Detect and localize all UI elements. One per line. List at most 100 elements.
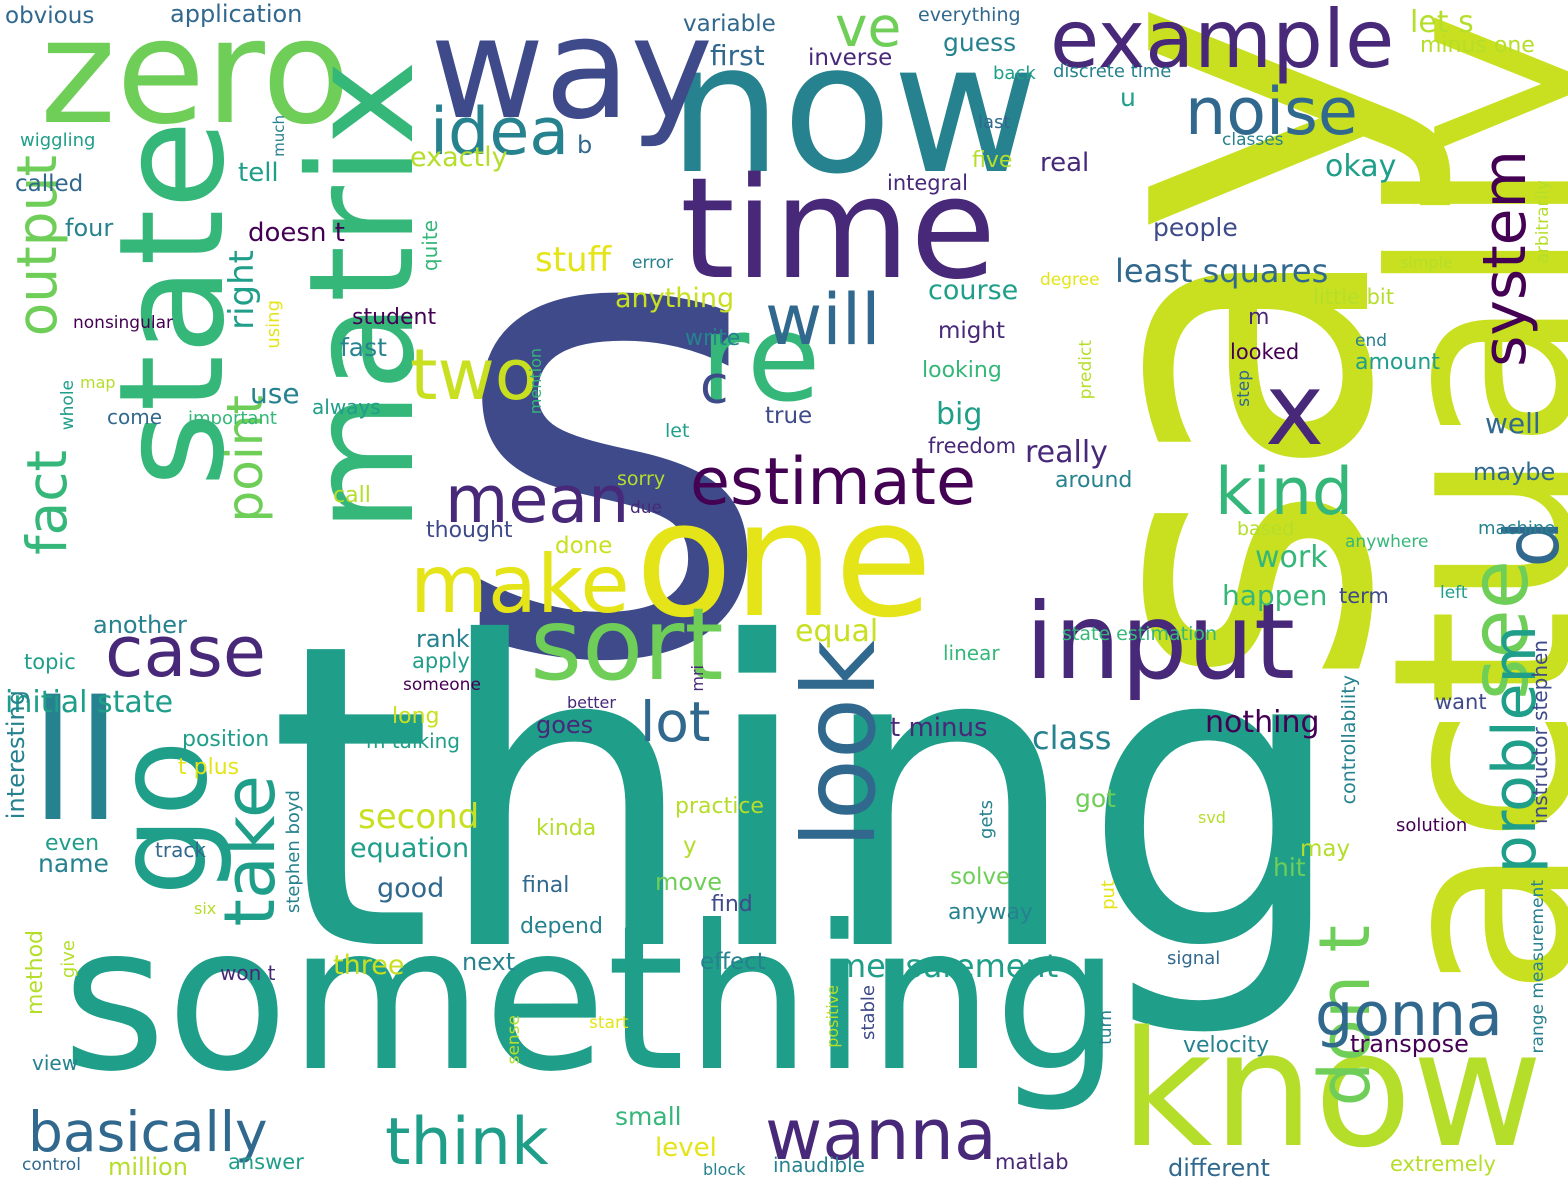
cloud-word: course [928, 275, 1019, 306]
cloud-word: take [209, 775, 291, 927]
cloud-word: interesting [2, 690, 30, 820]
cloud-word: put [1098, 880, 1119, 910]
cloud-word: got [1075, 784, 1116, 813]
cloud-word: machine [1478, 518, 1556, 539]
cloud-word: class [1032, 719, 1112, 757]
cloud-word: goes [536, 711, 594, 739]
cloud-word: instructor stephen [1528, 640, 1552, 824]
cloud-word: gets [976, 800, 997, 839]
cloud-word: minus one [1420, 33, 1535, 58]
cloud-word: track [155, 838, 206, 862]
cloud-word: make [410, 538, 630, 631]
cloud-word: always [312, 395, 381, 419]
cloud-word: practice [675, 794, 764, 819]
cloud-word: case [105, 611, 266, 693]
cloud-word: wiggling [20, 130, 96, 151]
cloud-word: better [567, 693, 616, 712]
cloud-word: long [392, 704, 440, 729]
cloud-word: control [22, 1155, 81, 1175]
cloud-word: give [58, 940, 79, 979]
cloud-word: one [635, 466, 933, 653]
cloud-word: s [445, 57, 779, 802]
cloud-word: move [655, 868, 723, 896]
cloud-word: looking [922, 358, 1002, 383]
cloud-word: sorry [617, 468, 666, 490]
cloud-word: example [1050, 0, 1395, 86]
cloud-word: back [993, 63, 1036, 84]
cloud-word: initial state [5, 685, 174, 720]
cloud-word: input [1025, 581, 1296, 703]
cloud-word: okay [1325, 149, 1397, 184]
cloud-word: due [630, 498, 663, 518]
cloud-word: zero [40, 0, 351, 157]
cloud-word: effect [700, 949, 766, 975]
cloud-word: anything [615, 283, 735, 314]
cloud-word: hit [1273, 853, 1306, 882]
cloud-word: let [665, 420, 690, 442]
cloud-word: arbitrarily [1533, 180, 1553, 264]
cloud-word: svd [1198, 808, 1226, 827]
cloud-word: mri [688, 665, 707, 692]
cloud-word: will [765, 279, 881, 361]
cloud-word: sense [504, 1015, 524, 1065]
cloud-word: b [577, 131, 593, 159]
cloud-word: estimate [690, 445, 977, 520]
cloud-word: matlab [995, 1150, 1069, 1174]
cloud-word: solve [950, 864, 1011, 890]
cloud-word: level [655, 1133, 717, 1163]
cloud-word: five [972, 148, 1013, 173]
cloud-word: even [45, 831, 100, 856]
cloud-word: million [108, 1153, 188, 1181]
cloud-word: use [250, 377, 300, 410]
cloud-word: simple [1400, 253, 1453, 272]
cloud-word: ll [30, 666, 122, 858]
cloud-word: system [1470, 150, 1540, 367]
cloud-word: name [38, 849, 109, 878]
cloud-word: solution [1396, 815, 1468, 836]
cloud-word: time [680, 148, 997, 311]
cloud-word: quite [418, 220, 442, 272]
cloud-word: freedom [928, 434, 1017, 458]
cloud-word: t plus [178, 755, 240, 780]
cloud-word: degree [1040, 270, 1100, 290]
cloud-word: lot [640, 690, 711, 754]
cloud-word: someone [403, 675, 481, 695]
cloud-word: m talking [366, 729, 461, 753]
cloud-word: based [1237, 518, 1295, 540]
cloud-word: good [377, 873, 445, 904]
cloud-word: called [15, 171, 84, 197]
cloud-word: three [333, 950, 405, 981]
cloud-word: stuff [535, 240, 612, 280]
cloud-word: different [1168, 1154, 1270, 1182]
cloud-word: re [700, 290, 821, 429]
cloud-word: end [1355, 331, 1388, 351]
cloud-word: thing [268, 555, 1349, 1044]
cloud-word: y [683, 833, 697, 859]
cloud-word: well [1485, 407, 1541, 440]
cloud-word: right [222, 250, 262, 330]
cloud-word: want [1435, 690, 1487, 714]
cloud-word: topic [24, 650, 76, 674]
cloud-word: depend [520, 914, 603, 939]
cloud-word: block [703, 1160, 746, 1179]
cloud-word: work [1255, 540, 1328, 575]
cloud-word: left [1440, 583, 1468, 603]
cloud-word: little bit [1313, 285, 1394, 309]
cloud-word: gonna [1315, 980, 1503, 1050]
cloud-word: range measurement [1528, 880, 1548, 1054]
cloud-word: now [668, 5, 1040, 214]
cloud-word: state estimation [1062, 623, 1218, 645]
cloud-word: u [1120, 83, 1136, 112]
cloud-word: measurement [835, 947, 1059, 985]
cloud-word: discrete time [1053, 61, 1172, 82]
cloud-word: stable [858, 985, 879, 1040]
cloud-word: four [65, 214, 114, 242]
cloud-word: c [700, 356, 729, 416]
cloud-word: find [711, 892, 753, 917]
cloud-word: true [765, 403, 813, 429]
cloud-word: position [182, 727, 270, 752]
cloud-word: last [978, 112, 1011, 133]
cloud-word: really [1025, 435, 1108, 470]
cloud-word: student [352, 305, 437, 330]
cloud-word: extremely [1390, 1152, 1496, 1176]
